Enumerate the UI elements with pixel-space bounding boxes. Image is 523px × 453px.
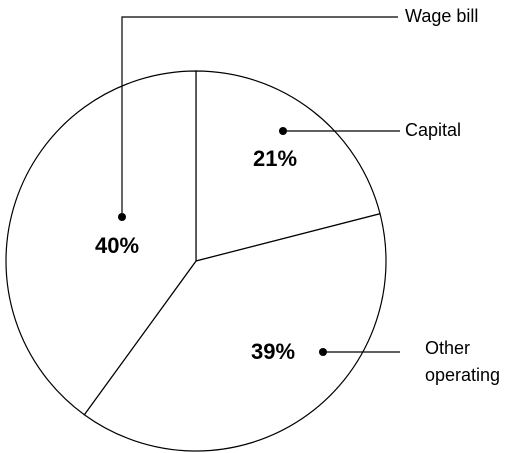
percent-label: 21% <box>253 146 297 171</box>
pie-slice <box>5 70 197 416</box>
legend-label: Other operating <box>425 338 501 385</box>
legend-label: Capital <box>405 120 461 140</box>
callout-dot <box>118 213 126 221</box>
pie-slice <box>195 70 381 262</box>
pie-slice <box>83 213 387 452</box>
percent-label: 40% <box>95 233 139 258</box>
legend-label: Wage bill <box>405 6 478 26</box>
callout-line <box>121 16 398 217</box>
percent-label: 39% <box>251 339 295 364</box>
callout-dot <box>319 348 327 356</box>
callout-dot <box>279 127 287 135</box>
